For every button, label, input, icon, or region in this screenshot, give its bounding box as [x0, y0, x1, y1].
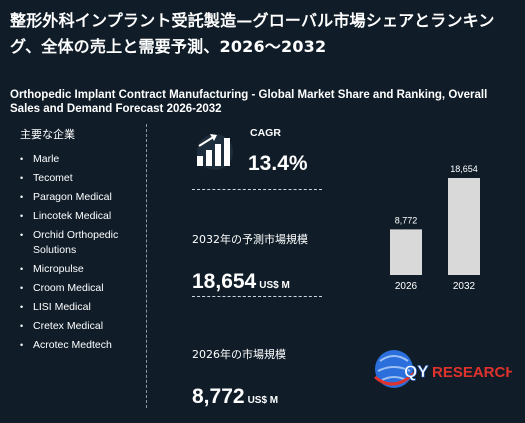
market-2026-value: 8,772: [192, 385, 245, 408]
svg-text:RESEARCH: RESEARCH: [432, 364, 512, 381]
market-2032-label: 2032年の予測市場規模: [192, 233, 308, 246]
list-item: Micropulse: [20, 262, 143, 277]
market-2032-unit: US$ M: [259, 280, 290, 291]
companies-heading: 主要な企業: [20, 128, 75, 141]
cagr-label: CAGR: [250, 127, 281, 139]
market-2032-value: 18,654: [192, 270, 257, 293]
growth-chart-icon: [197, 134, 233, 170]
list-item: Lincotek Medical: [20, 209, 143, 224]
list-item: Tecomet: [20, 171, 143, 186]
qyresearch-logo: QY RESEARCH: [374, 350, 512, 388]
market-2026-figure: 8,772 US$ M: [192, 385, 278, 409]
x-tick-label: 2032: [453, 281, 476, 292]
page-title-english: Orthopedic Implant Contract Manufacturin…: [10, 89, 488, 115]
bar-2032: [448, 178, 480, 275]
market-2026-label: 2026年の市場規模: [192, 348, 286, 361]
companies-list: Marle Tecomet Paragon Medical Lincotek M…: [20, 152, 143, 357]
divider-line: [192, 189, 322, 190]
list-item: LISI Medical: [20, 300, 143, 315]
page-title-japanese: 整形外科インプラント受託製造—グローバル市場シェアとランキング、全体の売上と需要…: [10, 11, 495, 56]
bar-value-label: 18,654: [450, 164, 478, 174]
market-2032-figure: 18,654 US$ M: [192, 270, 290, 294]
svg-text:QY: QY: [404, 362, 429, 381]
list-item: Cretex Medical: [20, 319, 143, 334]
bar-value-label: 8,772: [395, 215, 418, 225]
list-item: Croom Medical: [20, 281, 143, 296]
cagr-value: 13.4%: [248, 152, 308, 175]
market-size-bar-chart: 8,772 2026 18,654 2032: [390, 164, 480, 292]
list-item: Marle: [20, 152, 143, 167]
bar-2026: [390, 229, 422, 275]
x-tick-label: 2026: [395, 281, 418, 292]
list-item: Paragon Medical: [20, 190, 143, 205]
market-2026-unit: US$ M: [247, 395, 279, 406]
list-item: Acrotec Medtech: [20, 338, 143, 353]
vertical-divider: [146, 124, 147, 408]
list-item: Orchid Orthopedic Solutions: [20, 228, 143, 258]
divider-line: [192, 296, 322, 297]
